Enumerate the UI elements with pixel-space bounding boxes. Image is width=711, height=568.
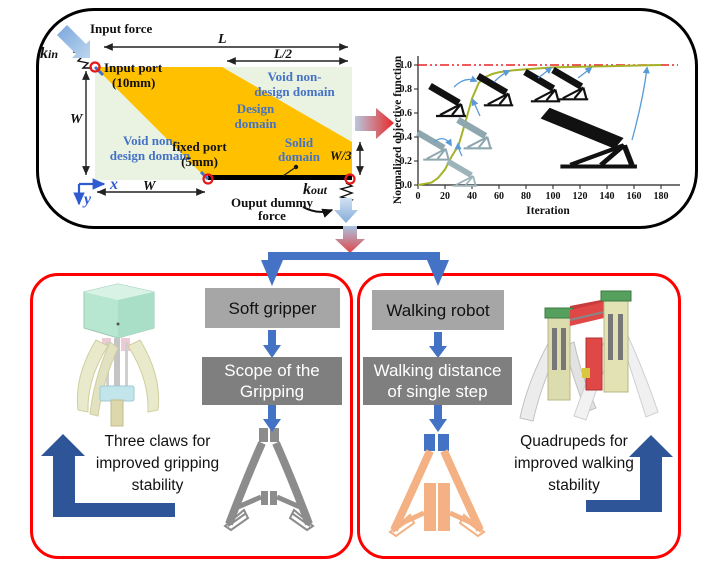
svg-text:0.0: 0.0 [400, 180, 413, 191]
convergence-plot: 0 20 40 60 80 100 120 140 160 180 0.0 0.2 0.4 0.6 0.8 1… [392, 55, 680, 217]
void-bottom-line1: Void non- [122, 133, 178, 148]
gripper-topology-silhouette [223, 428, 315, 532]
topology-insets [418, 70, 637, 186]
input-port-label: Input port (10mm) [104, 60, 162, 90]
svg-text:0.6: 0.6 [400, 108, 413, 119]
void-bottom-left-label: Void non- design domain [95, 133, 205, 163]
solid-domain-label: Solid domain [268, 136, 330, 164]
k-in-label: kin [40, 45, 58, 63]
svg-text:1.0: 1.0 [400, 60, 413, 71]
solid-line1: Solid [284, 135, 314, 150]
inset-annotation-arrows [433, 66, 650, 157]
dim-L-half-label: L/2 [274, 46, 293, 61]
walking-distance-box: Walking distance of single step [363, 357, 512, 405]
axis-y-label: y [84, 191, 92, 208]
design-domain-schematic [95, 67, 352, 180]
top-to-bottom-connector-arrow [335, 226, 365, 253]
right-caption-line3: stability [548, 477, 600, 494]
svg-text:120: 120 [573, 191, 588, 202]
void-bottom-line2: design domain [109, 148, 191, 163]
svg-text:0.2: 0.2 [400, 156, 413, 167]
scope-line1: Scope of the [224, 361, 320, 380]
dim-W-third-label: W/3 [330, 148, 352, 163]
walking-robot-box: Walking robot [372, 290, 504, 330]
distance-line1: Walking distance [373, 361, 502, 380]
left-caption-line2: improved gripping [95, 455, 220, 472]
void-top-line2: design domain [254, 84, 335, 99]
plot-ylabel: Normalized objective function [392, 55, 404, 204]
output-dummy-force-label: Ouput dummy force [222, 196, 322, 222]
svg-text:160: 160 [627, 191, 642, 202]
design-line2: domain [234, 116, 277, 131]
void-top-line1: Void non- [267, 69, 322, 84]
k-in-subscript: in [48, 47, 59, 61]
svg-text:40: 40 [467, 191, 477, 202]
dim-W-label: W [70, 112, 83, 127]
plot-curve-layer: 0 20 40 60 80 100 120 140 160 180 0.0 0.2 0.4 0.6 0.8 1… [400, 60, 678, 202]
axis-x-label: x [110, 176, 118, 193]
input-port-line2: (10mm) [112, 75, 156, 90]
k-out-label: kout [303, 181, 327, 199]
design-line1: Design [236, 101, 275, 116]
left-caption-line1: Three claws for [104, 433, 211, 450]
walking-robot-topology-silhouette [388, 434, 486, 538]
svg-text:0: 0 [416, 191, 421, 202]
svg-text:60: 60 [494, 191, 504, 202]
right-caption: Quadrupeds for improved walking stabilit… [490, 431, 658, 497]
output-line2: force [258, 208, 286, 223]
fixed-port-line1: fixed port [172, 139, 227, 154]
fixed-port-line2: (5mm) [181, 154, 218, 169]
scope-line2: Gripping [239, 382, 305, 401]
svg-text:0.4: 0.4 [400, 132, 413, 143]
svg-text:80: 80 [521, 191, 531, 202]
solid-line2: domain [278, 149, 320, 164]
soft-gripper-render [76, 283, 160, 427]
k-out-subscript: out [311, 183, 328, 197]
walking-robot-render [519, 290, 659, 422]
distance-line2: of single step [387, 382, 488, 401]
left-caption: Three claws for improved gripping stabil… [75, 431, 240, 497]
plot-xlabel: Iteration [526, 205, 570, 217]
left-caption-line3: stability [131, 477, 184, 494]
scope-of-gripping-box: Scope of the Gripping [202, 357, 342, 405]
output-line1: Ouput dummy [231, 195, 313, 210]
svg-text:100: 100 [546, 191, 561, 202]
input-force-label: Input force [90, 21, 153, 36]
svg-text:140: 140 [600, 191, 615, 202]
soft-gripper-box: Soft gripper [205, 288, 340, 328]
right-caption-line1: Quadrupeds for [520, 433, 628, 450]
k-out-symbol: k [303, 181, 311, 198]
right-caption-line2: improved walking [514, 455, 634, 472]
svg-text:180: 180 [654, 191, 669, 202]
design-domain-label: Design domain [213, 101, 298, 131]
design-domain-polygon [95, 67, 352, 180]
svg-text:20: 20 [440, 191, 450, 202]
fixed-port-label: fixed port (5mm) [157, 139, 242, 169]
solid-domain-bar [208, 175, 352, 180]
k-in-symbol: k [40, 45, 48, 62]
input-port-line1: Input port [104, 60, 163, 75]
dim-L-label: L [218, 32, 227, 47]
void-top-right-label: Void non- design domain [237, 69, 352, 99]
svg-text:0.8: 0.8 [400, 84, 413, 95]
dim-W-bottom-label: W [143, 179, 156, 194]
